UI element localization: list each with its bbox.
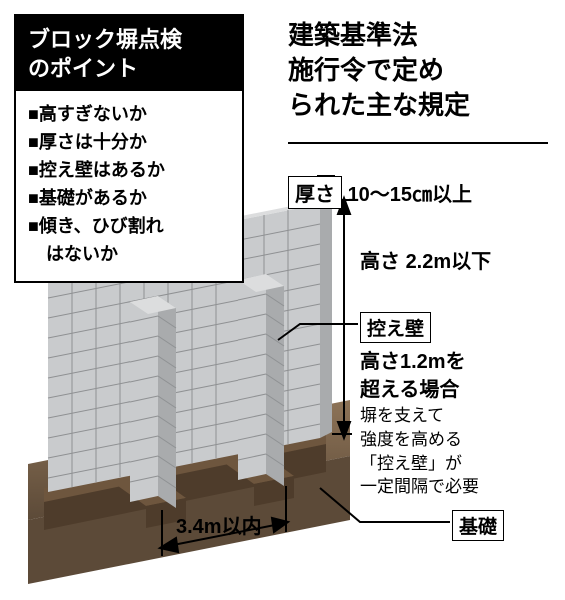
height-label: 高さ 2.2m以下 xyxy=(360,245,491,274)
regulation-title: 建築基準法 施行令で定め られた主な規定 xyxy=(288,18,470,123)
point-item: ■傾き、ひび割れ xyxy=(28,213,230,241)
buttress-label: 控え壁 xyxy=(360,312,431,343)
inspection-points-header: ブロック塀点検 のポイント xyxy=(16,16,242,91)
span-label: 3.4m以内 xyxy=(176,510,262,539)
point-item: ■基礎があるか xyxy=(28,185,230,213)
header-line1: ブロック塀点検 xyxy=(28,27,182,52)
inspection-points-body: ■高すぎないか ■厚さは十分か ■控え壁はあるか ■基礎があるか ■傾き、ひび割… xyxy=(16,91,242,280)
point-item: ■控え壁はあるか xyxy=(28,157,230,185)
buttress-2 xyxy=(238,274,284,486)
inspection-points-box: ブロック塀点検 のポイント ■高すぎないか ■厚さは十分か ■控え壁はあるか ■… xyxy=(14,14,244,283)
thickness-label: 厚さ 10～15㎝以上 xyxy=(288,176,472,209)
wall-side xyxy=(320,198,332,438)
point-item: ■高すぎないか xyxy=(28,101,230,129)
point-item: ■厚さは十分か xyxy=(28,129,230,157)
buttress-1 xyxy=(130,296,176,508)
title-underline xyxy=(288,142,548,144)
buttress-description: 高さ1.2mを 超える場合 塀を支えて 強度を高める 「控え壁」が 一定間隔で必… xyxy=(360,348,560,499)
header-line2: のポイント xyxy=(28,56,138,81)
base-label: 基礎 xyxy=(452,510,504,541)
point-item: はないか xyxy=(28,241,230,269)
